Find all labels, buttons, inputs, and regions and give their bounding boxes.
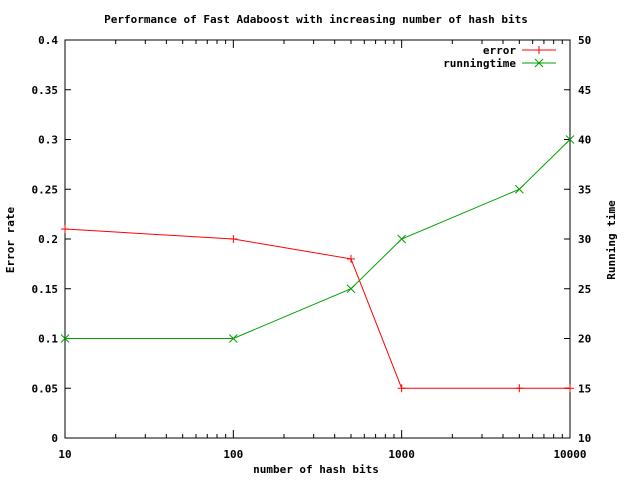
x-tick-label: 100 — [223, 448, 243, 461]
data-point-error — [397, 384, 406, 393]
y2-tick-label: 25 — [578, 283, 591, 296]
x-tick-label: 10 — [58, 448, 71, 461]
data-point-runningtime — [60, 334, 70, 343]
series-line-runningtime — [65, 139, 571, 339]
legend-marker-error — [535, 46, 543, 54]
data-point-error — [566, 384, 574, 393]
x-axis-label: number of hash bits — [253, 463, 379, 476]
y2-tick-label: 50 — [578, 34, 591, 47]
y-tick-label: 0.05 — [32, 382, 59, 395]
y2-tick-label: 10 — [578, 432, 591, 445]
y2-tick-label: 35 — [578, 183, 591, 196]
data-point-runningtime — [565, 135, 575, 144]
y-tick-label: 0.15 — [32, 283, 59, 296]
x-tick-label: 10000 — [553, 448, 586, 461]
y-tick-label: 0.35 — [32, 84, 59, 97]
y2-tick-label: 30 — [578, 233, 591, 246]
y2-tick-label: 45 — [578, 84, 591, 97]
chart-title: Performance of Fast Adaboost with increa… — [104, 13, 528, 26]
data-point-runningtime — [397, 234, 407, 244]
data-point-error — [229, 235, 238, 243]
legend-label-error: error — [483, 44, 516, 57]
data-point-runningtime — [514, 184, 524, 194]
y-tick-label: 0.3 — [38, 134, 58, 147]
plot-frame — [64, 39, 571, 439]
y2-tick-label: 15 — [578, 382, 591, 395]
y-tick-label: 0 — [51, 432, 58, 445]
y-tick-label: 0.2 — [38, 233, 58, 246]
y-axis-label: Error rate — [4, 207, 17, 274]
y2-tick-label: 20 — [578, 333, 591, 346]
axis-ticks: 0 0.05 0.1 0.15 0.2 0.25 0.3 0.35 0.4 10 15 20 25 30 3… — [32, 34, 592, 461]
legend-marker-runningtime — [534, 58, 544, 68]
y-tick-label: 0.1 — [38, 333, 58, 346]
data-point-runningtime — [346, 284, 356, 294]
series-line-error — [64, 228, 570, 389]
y-tick-label: 0.4 — [38, 34, 58, 47]
y-tick-label: 0.25 — [32, 183, 59, 196]
x-tick-label: 1000 — [388, 448, 415, 461]
series-layer — [60, 135, 575, 393]
data-point-error — [61, 225, 69, 234]
y2-axis-label: Running time — [605, 200, 618, 280]
data-point-error — [346, 254, 355, 263]
legend-label-runningtime: runningtime — [443, 57, 516, 70]
data-point-runningtime — [228, 334, 238, 343]
data-point-error — [515, 384, 524, 393]
y2-tick-label: 40 — [578, 134, 591, 147]
